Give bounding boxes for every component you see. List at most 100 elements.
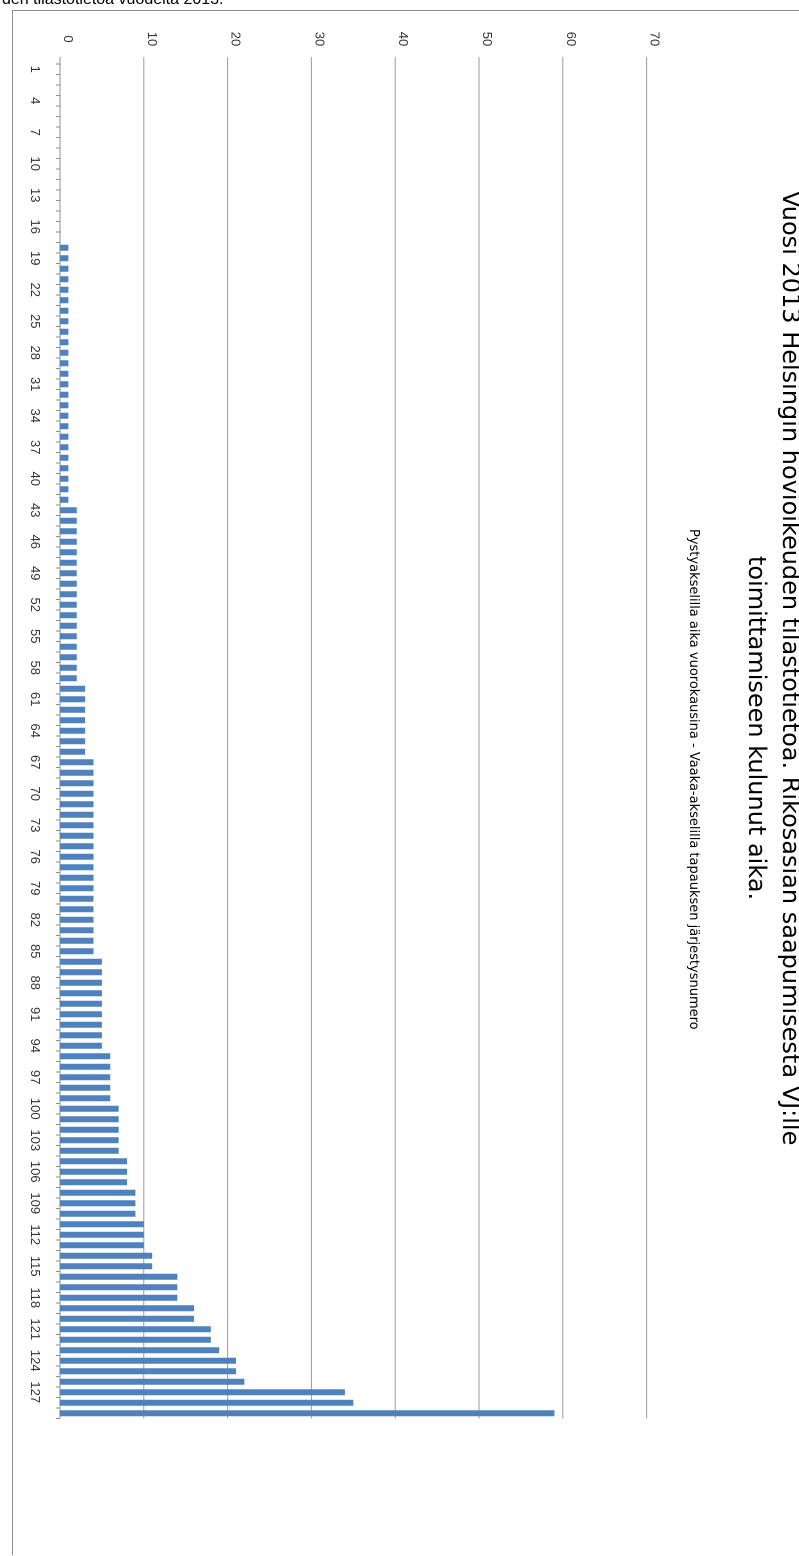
bar: [60, 1368, 236, 1375]
x-tick-label: 91: [28, 1007, 43, 1021]
x-tick-label: 61: [28, 692, 43, 706]
bar: [60, 685, 86, 692]
x-tick-label: 109: [28, 1192, 43, 1214]
bar: [60, 1074, 111, 1081]
x-tick-label: 52: [28, 598, 43, 612]
bar: [60, 864, 94, 871]
bar: [60, 580, 77, 587]
bar: [60, 1252, 153, 1259]
bar: [60, 591, 77, 598]
bar: [60, 381, 69, 388]
bar: [60, 885, 94, 892]
x-tick-label: 73: [28, 818, 43, 832]
bar: [60, 559, 77, 566]
x-tick-label: 94: [28, 1039, 43, 1053]
bar: [60, 328, 69, 335]
x-tick-label: 4: [28, 97, 43, 104]
bar: [60, 1053, 111, 1060]
bar: [60, 769, 94, 776]
bar: [60, 717, 86, 724]
bar: [60, 832, 94, 839]
bar: [60, 391, 69, 398]
bar: [60, 1042, 102, 1049]
y-tick-label: 60: [564, 32, 579, 46]
bar: [60, 1168, 128, 1175]
bar: [60, 276, 69, 283]
y-tick-label: 0: [61, 35, 76, 42]
bar: [60, 1273, 178, 1280]
x-tick-label: 64: [28, 724, 43, 738]
bar: [60, 454, 69, 461]
bar: [60, 738, 86, 745]
bar: [60, 1189, 136, 1196]
bar: [60, 853, 94, 860]
x-tick-label: 13: [28, 188, 43, 202]
bar: [60, 906, 94, 913]
x-tick-label: 7: [28, 129, 43, 136]
y-tick-label: 20: [229, 32, 244, 46]
bar: [60, 1242, 144, 1249]
bar: [60, 1105, 119, 1112]
bar: [60, 1126, 119, 1133]
bar: [60, 423, 69, 430]
x-tick-label: 55: [28, 629, 43, 643]
bar: [60, 1084, 111, 1091]
x-tick-label: 67: [28, 755, 43, 769]
bar: [60, 990, 102, 997]
x-tick-label: 127: [28, 1381, 43, 1403]
y-tick-label: 70: [648, 32, 663, 46]
bar: [60, 706, 86, 713]
bar: [60, 475, 69, 482]
bar: [60, 1095, 111, 1102]
x-tick-label: 1: [28, 66, 43, 73]
bar: [60, 654, 77, 661]
x-tick-label: 79: [28, 881, 43, 895]
x-tick-label: 106: [28, 1161, 43, 1183]
bar: [60, 643, 77, 650]
bar: [60, 927, 94, 934]
bar: [60, 612, 77, 619]
bar: [60, 496, 69, 503]
bar: [60, 675, 77, 682]
bar: [60, 528, 77, 535]
bar: [60, 549, 77, 556]
bar: [60, 1263, 153, 1270]
bar: [60, 622, 77, 629]
bar: [60, 1305, 195, 1312]
y-tick-label: 50: [480, 32, 495, 46]
x-tick-label: 43: [28, 503, 43, 517]
x-tick-label: 103: [28, 1129, 43, 1151]
x-tick-label: 49: [28, 566, 43, 580]
x-tick-label: 40: [28, 472, 43, 486]
bar: [60, 465, 69, 472]
bar: [60, 633, 77, 640]
bar: [60, 1032, 102, 1039]
x-tick-label: 115: [28, 1256, 43, 1277]
bar: [60, 1137, 119, 1144]
bar: [60, 244, 69, 251]
bar-chart: 0 10 20 30 40 50 60 70 1 4 7 10 13 16 19 22 25 28 31 34 37 40…: [28, 32, 663, 1419]
bar: [60, 822, 94, 829]
y-tick-label: 30: [312, 32, 327, 46]
bar: [60, 412, 69, 419]
bar: [60, 937, 94, 944]
bar: [60, 486, 69, 493]
bar: [60, 318, 69, 325]
x-tick-label: 31: [28, 377, 43, 391]
bar: [60, 402, 69, 409]
x-tick-label: 121: [28, 1318, 43, 1340]
bar: [60, 265, 69, 272]
bar: [60, 601, 77, 608]
bar: [60, 297, 69, 304]
x-tick-label: 22: [28, 283, 43, 297]
bar: [60, 1200, 136, 1207]
bar: [60, 895, 94, 902]
bar: [60, 339, 69, 346]
bar: [60, 748, 86, 755]
bar: [60, 1021, 102, 1028]
bar: [60, 727, 86, 734]
y-tick-label: 10: [145, 32, 160, 46]
bar: [60, 790, 94, 797]
x-tick-label: 100: [28, 1098, 43, 1120]
bar: [60, 349, 69, 356]
